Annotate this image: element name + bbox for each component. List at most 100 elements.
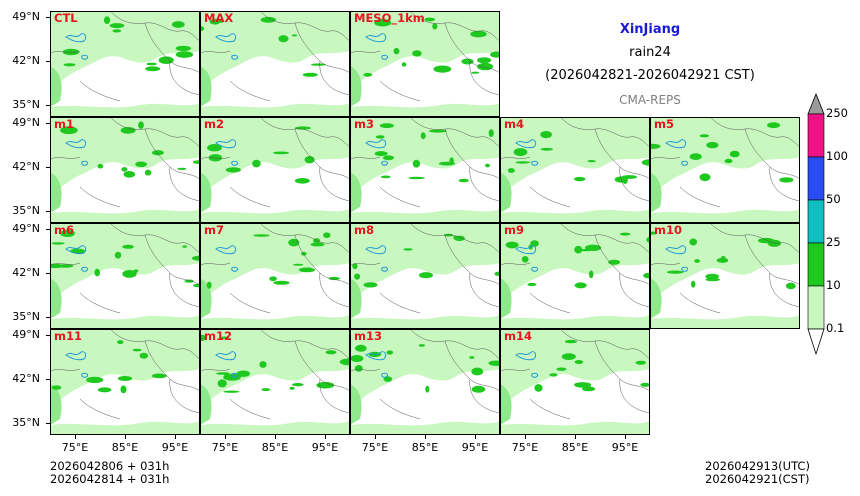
colorbar-segment [807, 156, 825, 201]
border-line [229, 186, 271, 208]
border-line [709, 117, 800, 148]
precip-heavy-cell [724, 158, 733, 164]
panel-label: m12 [204, 329, 232, 343]
border-line [379, 398, 421, 420]
border-line [79, 292, 121, 314]
border-line [169, 272, 200, 308]
precip-heavy-cell [209, 18, 221, 25]
latitude-label: 35°N [12, 98, 40, 111]
map-panel-m6: m6 [50, 223, 200, 329]
lake-outline [381, 54, 389, 60]
precip-heavy-cell [94, 268, 100, 277]
precip-light-area [500, 117, 650, 197]
precip-moderate-area [350, 278, 362, 319]
precip-heavy-cell [574, 176, 586, 182]
precip-heavy-cell [635, 360, 646, 365]
precip-heavy-cell [223, 390, 240, 393]
precip-heavy-cell [145, 66, 161, 72]
precip-heavy-cell [301, 251, 307, 256]
precip-heavy-cell [325, 350, 337, 355]
init-time-utc: 2026042806 + 031h [50, 459, 170, 473]
precip-heavy-cell [530, 240, 539, 247]
border-line [769, 166, 800, 202]
border-line [350, 368, 381, 372]
colorbar-level-label: 25 [826, 235, 841, 249]
precip-heavy-cell [123, 171, 136, 178]
precip-heavy-cell [699, 173, 711, 182]
latitude-label: 35°N [12, 416, 40, 429]
precip-heavy-cell [488, 360, 500, 366]
precip-heavy-cell [117, 340, 124, 345]
precip-heavy-cell [471, 367, 484, 376]
precip-light-area [350, 117, 500, 197]
border-line [319, 166, 350, 202]
period-title: (2026042821-2026042921 CST) [545, 68, 755, 83]
lake-outline [215, 139, 237, 149]
border-line [169, 378, 200, 414]
precip-heavy-cell [705, 273, 719, 280]
precip-heavy-cell [191, 255, 200, 261]
border-line [169, 166, 200, 202]
precip-heavy-cell [294, 178, 310, 184]
precip-heavy-cell [691, 280, 696, 288]
border-line [679, 292, 721, 314]
precip-heavy-cell [403, 248, 413, 251]
precip-moderate-area [200, 172, 212, 213]
precip-heavy-cell [574, 245, 583, 254]
precip-heavy-cell [298, 267, 316, 273]
precip-heavy-cell [477, 57, 492, 64]
precip-heavy-cell [354, 365, 363, 372]
longitude-label: 75°E [361, 441, 389, 454]
precip-heavy-cell [200, 334, 207, 341]
lake-outline [65, 245, 87, 255]
panel-label: m4 [504, 117, 524, 131]
precip-heavy-cell [650, 143, 661, 149]
precip-heavy-cell [729, 150, 740, 158]
precip-heavy-cell [97, 387, 112, 393]
precip-heavy-cell [121, 167, 128, 172]
longitude-tick [125, 435, 126, 439]
precip-heavy-cell [206, 281, 212, 289]
precip-map [200, 117, 350, 223]
precip-heavy-cell [184, 279, 194, 283]
precip-heavy-cell [363, 72, 373, 77]
precip-heavy-cell [461, 58, 474, 65]
precip-heavy-cell [505, 241, 519, 249]
colorbar-segment [807, 285, 825, 330]
precip-heavy-cell [408, 176, 425, 180]
map-panel-ctl: CTL [50, 11, 200, 117]
latitude-tick [46, 423, 50, 424]
precip-heavy-cell [540, 147, 554, 151]
colorbar-segment [807, 199, 825, 244]
precip-heavy-cell [62, 48, 80, 56]
lake-outline [65, 139, 87, 149]
precip-heavy-cell [122, 244, 134, 249]
precip-map [500, 223, 650, 329]
precip-heavy-cell [223, 373, 241, 381]
precip-heavy-cell [418, 344, 425, 347]
lake-outline [365, 139, 387, 149]
latitude-tick [46, 379, 50, 380]
footer-right: 2026042913(UTC) 2026042921(CST) [705, 460, 810, 486]
map-panel-m9: m9 [500, 223, 650, 329]
precip-light-area [50, 315, 200, 329]
precip-moderate-area [650, 172, 662, 213]
precip-heavy-cell [114, 251, 122, 259]
lake-outline [215, 351, 237, 361]
border-line [379, 186, 421, 208]
precip-heavy-cell [564, 339, 578, 344]
border-line [500, 368, 531, 372]
longitude-label: 95°E [461, 441, 489, 454]
border-line [559, 329, 650, 360]
latitude-tick [46, 317, 50, 318]
precip-heavy-cell [513, 148, 528, 157]
map-panel-m14: m14 [500, 329, 650, 435]
map-panel-m1: m1 [50, 117, 200, 223]
lake-outline [381, 266, 389, 272]
precip-heavy-cell [260, 16, 276, 23]
precip-heavy-cell [50, 263, 64, 269]
precip-heavy-cell [425, 385, 430, 393]
precip-heavy-cell [120, 127, 136, 134]
longitude-tick [425, 435, 426, 439]
lake-outline [365, 351, 387, 361]
